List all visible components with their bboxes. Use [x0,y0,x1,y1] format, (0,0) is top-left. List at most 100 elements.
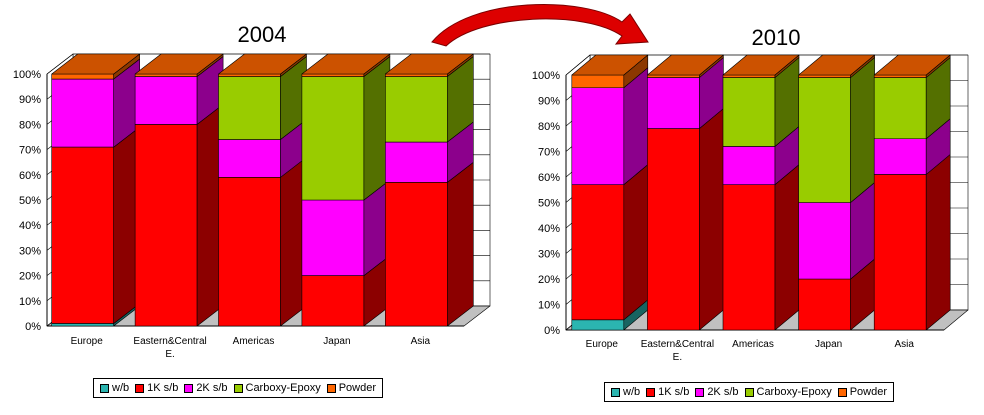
legend-label: w/b [112,382,130,394]
x-tick-label: Eastern&Central E. [641,339,714,363]
legend-label: 1K s/b [147,382,179,394]
bar-segment-carboxy-epoxy [873,77,927,140]
bar-segment-powder [134,73,198,77]
bar-top-face [798,54,875,76]
y-tick-label: 90% [538,96,560,108]
legend-swatch [233,383,243,393]
x-tick-label: Japan [815,339,842,350]
y-tick-label: 0% [25,321,41,333]
bar-segment-powder [301,73,365,77]
chart-2004: 0% 10% 20% 30% 40% 50% 60% 70% 80% 90% 100% Europe E… [13,53,491,360]
bar-segment-carboxy-epoxy [384,76,448,143]
legend-label: 2K s/b [196,382,228,394]
bar-segment-1k-s-b [301,275,365,327]
bar-segment-2k-s-b [134,76,198,125]
y-tick-label: 10% [19,296,41,308]
y-tick-label: 40% [538,223,560,235]
bar-segment-2k-s-b [798,202,851,280]
bar-segment-1k-s-b [384,182,448,327]
bar-segment-2k-s-b [51,78,114,148]
bar-top-face [51,53,140,75]
legend-item: 1K s/b [646,386,689,398]
gridline-side [565,54,591,76]
legend-label: Powder [849,386,887,398]
x-tick-label: Europe [71,336,104,347]
y-tick-label: 70% [538,147,560,159]
bar-stack [722,54,800,331]
bar-segment-carboxy-epoxy [218,76,281,140]
bar-segment-2k-s-b [571,87,625,185]
bar-segment-1k-s-b [51,146,114,324]
bar-stack [134,53,224,327]
y-tick-label: 50% [538,198,560,210]
bar-top-face [722,54,800,76]
legend-swatch [744,387,754,397]
y-tick-label: 50% [19,195,41,207]
legend-swatch [646,387,656,397]
bar-segment-powder [647,74,700,78]
legend-item: Carboxy-Epoxy [744,386,832,398]
legend-swatch [326,383,336,393]
x-tick-label: Asia [411,336,431,347]
bar-segment-powder [873,74,927,78]
legend-swatch [135,383,145,393]
bar-top-face [647,54,724,76]
bar-segment-carboxy-epoxy [722,77,776,147]
bar-top-face [134,53,224,75]
bar-segment-powder [571,74,625,89]
bar-side-1k-s-b [699,108,724,331]
y-tick-label: 70% [19,145,41,157]
y-tick-label: 80% [538,121,560,133]
y-tick-label: 100% [532,70,560,82]
chart-2010: 0% 10% 20% 30% 40% 50% 60% 70% 80% 90% 100% Europe E… [532,54,969,363]
legend-label: 1K s/b [658,386,690,398]
y-tick-label: 20% [19,271,41,283]
y-tick-label: 30% [538,249,560,261]
bar-stack [571,54,649,331]
legend-swatch [695,387,705,397]
y-tick-label: 60% [19,170,41,182]
legend-2010: w/b 1K s/b 2K s/b Carboxy-Epoxy Powder [604,382,894,402]
bar-segment-2k-s-b [873,138,927,175]
legend-label: Carboxy-Epoxy [756,386,832,398]
bar-top-face [384,53,474,75]
legend-item: Powder [326,382,376,394]
bar-side-carboxy-epoxy [850,57,875,203]
bar-segment-powder [722,74,776,78]
bar-side-1k-s-b [925,154,951,331]
bar-segment-2k-s-b [647,77,700,129]
bar-segment-1k-s-b [134,124,198,327]
y-tick-label: 100% [13,69,41,81]
bar-segment-1k-s-b [571,184,625,321]
bar-segment-carboxy-epoxy [301,76,365,201]
y-tick-label: 90% [19,94,41,106]
bar-side-2k-s-b [623,67,649,185]
bar-segment-1k-s-b [647,128,700,331]
bar-top-face [571,54,649,76]
y-tick-label: 10% [538,300,560,312]
legend-item: 2K s/b [184,382,228,394]
legend-label: 2K s/b [707,386,739,398]
bar-top-face [218,53,307,75]
bar-segment-powder [384,73,448,77]
bar-segment-1k-s-b [722,184,776,331]
bar-segment-carboxy-epoxy [798,77,851,203]
legend-label: Carboxy-Epoxy [245,382,321,394]
y-tick-label: 20% [538,274,560,286]
legend-label: Powder [338,382,376,394]
x-tick-label: Japan [323,336,350,347]
legend-swatch [100,383,109,393]
legend-item: 1K s/b [135,382,178,394]
bar-top-face [301,53,391,75]
bar-segment-1k-s-b [218,177,281,327]
bar-segment-2k-s-b [722,146,776,185]
y-tick-label: 30% [19,245,41,257]
bar-segment-2k-s-b [301,199,365,276]
gridline-side [46,53,74,75]
bar-stack [218,53,307,327]
bar-segment-powder [51,73,114,80]
bar-stack [873,54,951,331]
x-tick-label: Eastern&Central E. [133,336,206,360]
bar-side-1k-s-b [623,164,649,321]
legend-label: w/b [623,386,641,398]
